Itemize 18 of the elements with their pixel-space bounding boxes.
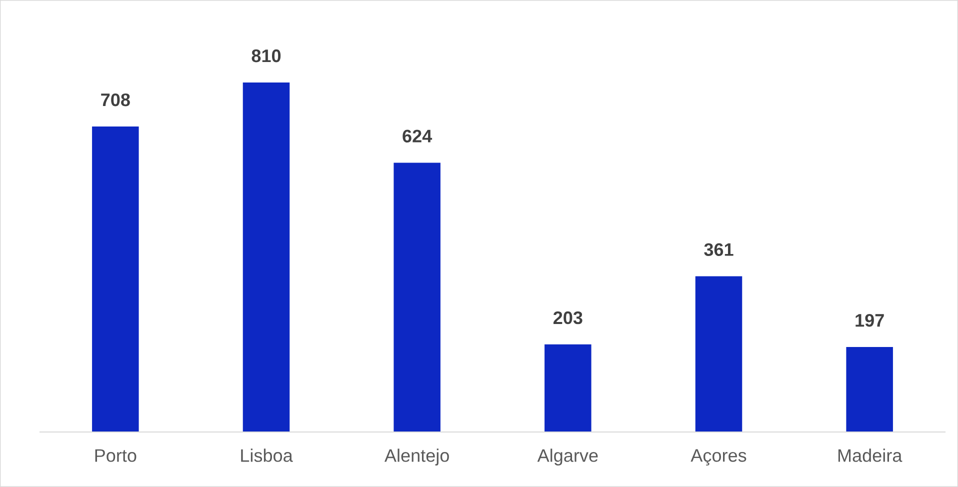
data-label: 708 xyxy=(101,93,130,106)
data-label: 624 xyxy=(402,130,432,142)
bar xyxy=(242,82,290,432)
x-tick-label: Alentejo xyxy=(384,448,449,466)
data-label: 361 xyxy=(704,243,734,256)
bar xyxy=(846,346,893,432)
x-tick-label: Lisboa xyxy=(241,448,293,462)
bar xyxy=(695,276,742,432)
data-label: 203 xyxy=(553,311,582,324)
bar xyxy=(394,162,440,432)
data-label: 197 xyxy=(856,314,884,327)
data-label: 810 xyxy=(252,49,281,62)
x-tick-label: Açores xyxy=(690,449,746,466)
bar xyxy=(544,344,592,432)
x-tick-label: Madeira xyxy=(838,448,902,462)
x-tick-label: Algarve xyxy=(537,448,598,466)
x-tick-label: Porto xyxy=(95,449,136,462)
bar xyxy=(92,126,139,432)
